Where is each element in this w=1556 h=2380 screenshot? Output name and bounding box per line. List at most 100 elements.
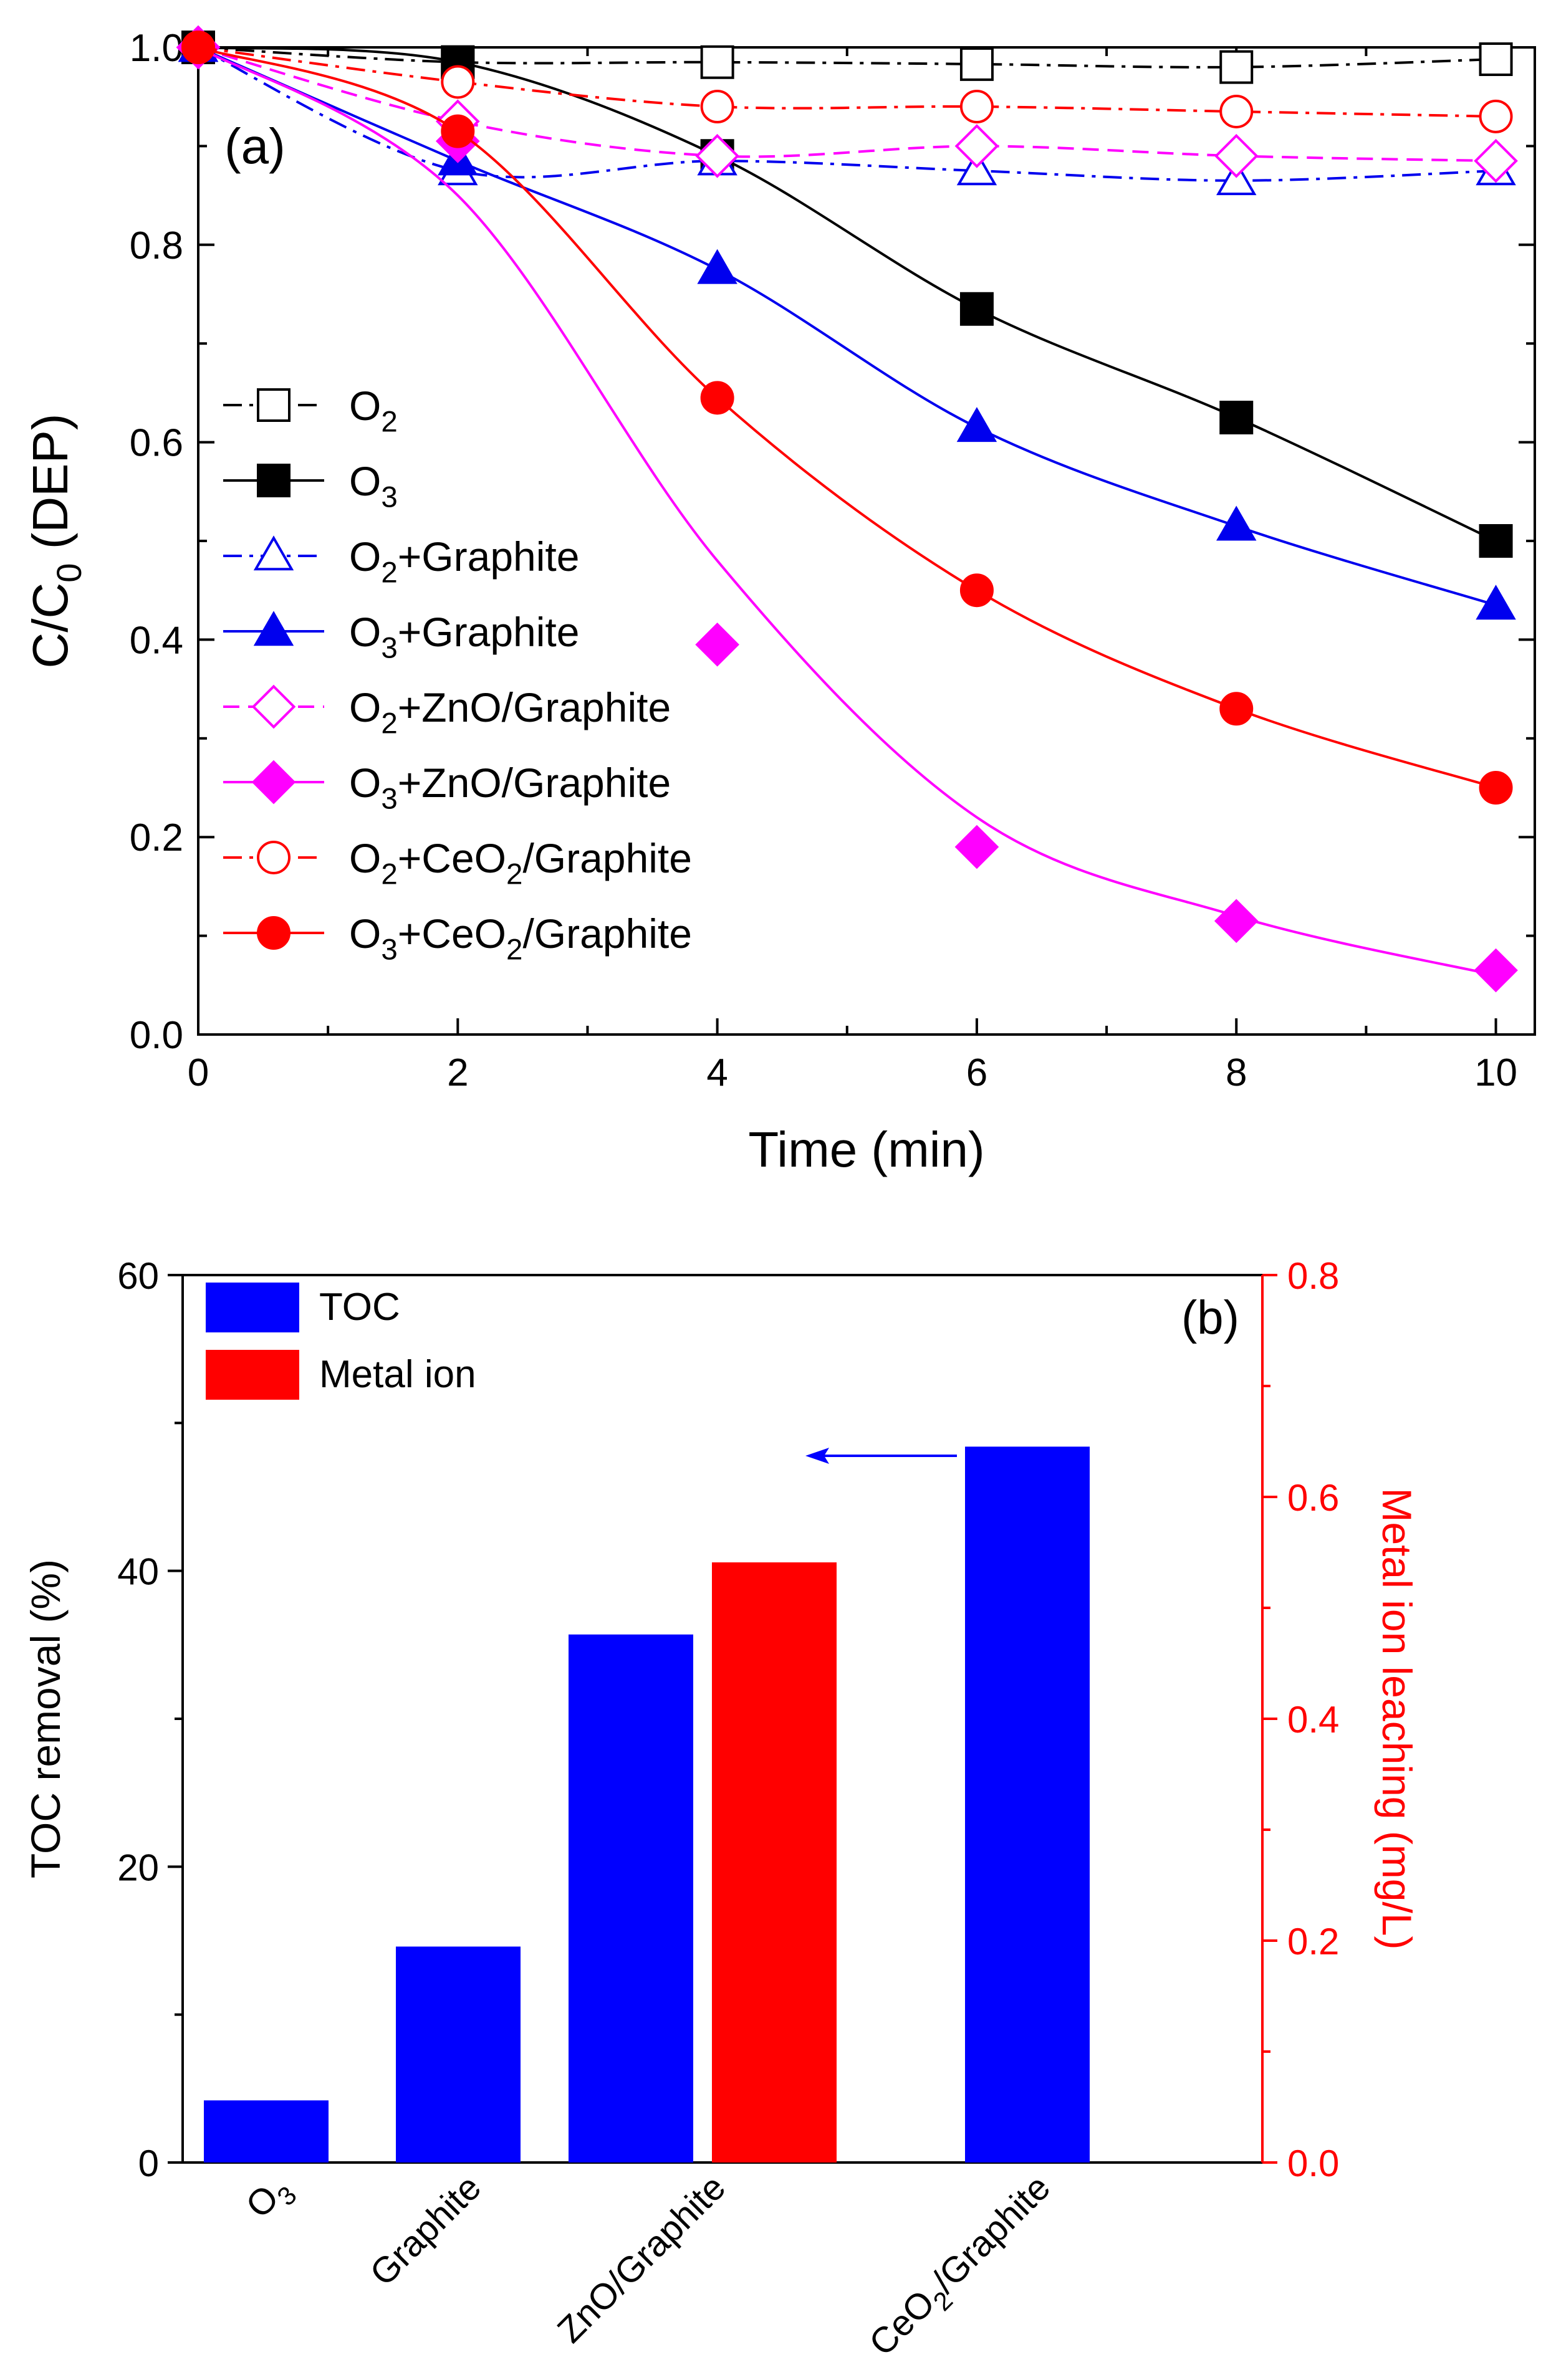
legend-label-part: +ZnO/Graphite <box>398 684 671 730</box>
legend-label-part: 3 <box>381 632 397 665</box>
category-label: CeO2/Graphite <box>862 2167 1064 2369</box>
legend-label-part: O <box>349 609 381 655</box>
x-tick-label: 8 <box>1226 1051 1247 1094</box>
legend-label-part: 3 <box>381 783 397 816</box>
y-tick-label: 0.0 <box>130 1014 183 1057</box>
y-axis-label-part: 0 <box>49 563 89 583</box>
legend-marker <box>253 535 294 571</box>
series-line <box>198 46 1496 182</box>
legend-label-part: 3 <box>381 481 397 514</box>
legend-label-part: O <box>349 458 381 504</box>
legend-label-part: +CeO <box>398 835 506 881</box>
category-label-part: /Graphite <box>924 2167 1059 2301</box>
data-point <box>1474 138 1518 183</box>
panel-a-line-chart: 0 2 4 6 8 10 0.0 0.2 0.4 0.6 0.8 1.0 Time (min) C/C0 … <box>22 25 1536 1177</box>
data-point <box>441 114 475 148</box>
data-point <box>956 407 997 442</box>
bar-metal-ion <box>712 1562 837 2163</box>
legend-label-part: 3 <box>381 934 397 967</box>
y-tick-label: 0.6 <box>130 422 183 465</box>
legend-label: O3+CeO2/Graphite <box>349 910 692 967</box>
category-label-part: ZnO/Graphite <box>550 2167 733 2350</box>
legend-label-part: 2 <box>381 858 397 891</box>
y-tick-label-right: 0.6 <box>1287 1477 1339 1519</box>
legend-label-part: 2 <box>506 934 522 967</box>
legend-a: O2O3O2+GraphiteO3+GraphiteO2+ZnO/Graphit… <box>223 383 692 967</box>
data-point <box>954 124 999 168</box>
panel-b-bar-chart: 0 20 40 60 0.0 0.2 0.4 0.6 0.8 TOC removal (%) Met… <box>22 1255 1420 2369</box>
x-tick-label: 2 <box>447 1051 468 1094</box>
legend-label-part: 2 <box>381 406 397 439</box>
legend-marker <box>257 841 291 874</box>
bar-toc <box>569 1634 693 2163</box>
category-label: Graphite <box>362 2167 489 2293</box>
legend-label: Metal ion <box>319 1353 476 1396</box>
arrow-annotation-head <box>805 1448 829 1464</box>
y-tick-label: 0.4 <box>130 619 183 662</box>
legend-label-part: /Graphite <box>522 835 691 881</box>
legend-label: O3 <box>349 458 398 514</box>
data-point <box>1479 42 1513 77</box>
x-axis-label: Time (min) <box>748 1122 984 1177</box>
y-tick-label: 0.8 <box>130 224 183 267</box>
y-tick-label: 1.0 <box>130 27 183 70</box>
data-point <box>959 47 994 81</box>
data-point <box>1219 50 1254 84</box>
bar-toc <box>396 1946 521 2163</box>
bar-toc <box>204 2100 329 2163</box>
series-O3+CeO2/Graphite <box>181 31 1513 805</box>
data-point <box>1219 94 1254 128</box>
legend-swatch <box>206 1350 299 1400</box>
legend-label: O2+ZnO/Graphite <box>349 684 671 740</box>
data-point <box>959 573 994 608</box>
legend-marker <box>251 760 296 805</box>
data-point <box>695 133 739 178</box>
legend-label-part: O <box>349 835 381 881</box>
data-point <box>1474 948 1518 993</box>
data-point <box>697 249 737 284</box>
legend-label-part: 2 <box>506 858 522 891</box>
legend-label: O2+Graphite <box>349 533 579 590</box>
data-point <box>959 292 994 326</box>
category-label: ZnO/Graphite <box>550 2167 733 2350</box>
data-point <box>1216 505 1257 541</box>
y-axis-label-part: (DEP) <box>22 414 78 563</box>
y-axis-label: C/C0 (DEP) <box>22 414 89 669</box>
y-tick-label-right: 0.2 <box>1287 1921 1339 1962</box>
data-point <box>1219 401 1254 434</box>
series-O2 <box>181 31 1513 84</box>
data-point <box>1476 585 1516 620</box>
x-tick-label: 4 <box>706 1051 728 1094</box>
legend-label-part: 2 <box>381 557 397 590</box>
data-point <box>1479 771 1513 805</box>
data-point <box>441 65 475 99</box>
legend-marker <box>251 684 296 729</box>
legend-label: O2 <box>349 383 398 439</box>
legend-label-part: 2 <box>381 707 397 740</box>
data-point <box>956 150 997 186</box>
data-point <box>1479 524 1513 558</box>
data-point <box>700 90 734 124</box>
y-tick-label-left: 40 <box>117 1551 159 1593</box>
legend-label-part: +ZnO/Graphite <box>398 760 671 806</box>
y-axis-label-right: Metal ion leaching (mg/L) <box>1374 1488 1420 1949</box>
data-point <box>1219 692 1254 726</box>
data-point <box>700 45 734 79</box>
category-label-part: Graphite <box>362 2167 489 2293</box>
data-point <box>1214 133 1259 178</box>
panel-label-a: (a) <box>224 118 286 174</box>
y-axis-label-left: TOC removal (%) <box>22 1559 69 1878</box>
data-point <box>1216 160 1257 196</box>
x-tick-label: 0 <box>188 1051 209 1094</box>
data-point <box>1479 99 1513 133</box>
y-tick-label-right: 0.0 <box>1287 2143 1339 2184</box>
panel-label-b: (b) <box>1181 1291 1239 1344</box>
bar-toc <box>965 1446 1090 2163</box>
data-point <box>700 381 734 415</box>
legend-label-part: +Graphite <box>398 609 580 655</box>
series-line <box>198 46 1497 789</box>
series-line <box>198 46 1496 163</box>
series-line <box>198 46 1497 542</box>
legend-swatch <box>206 1283 299 1332</box>
